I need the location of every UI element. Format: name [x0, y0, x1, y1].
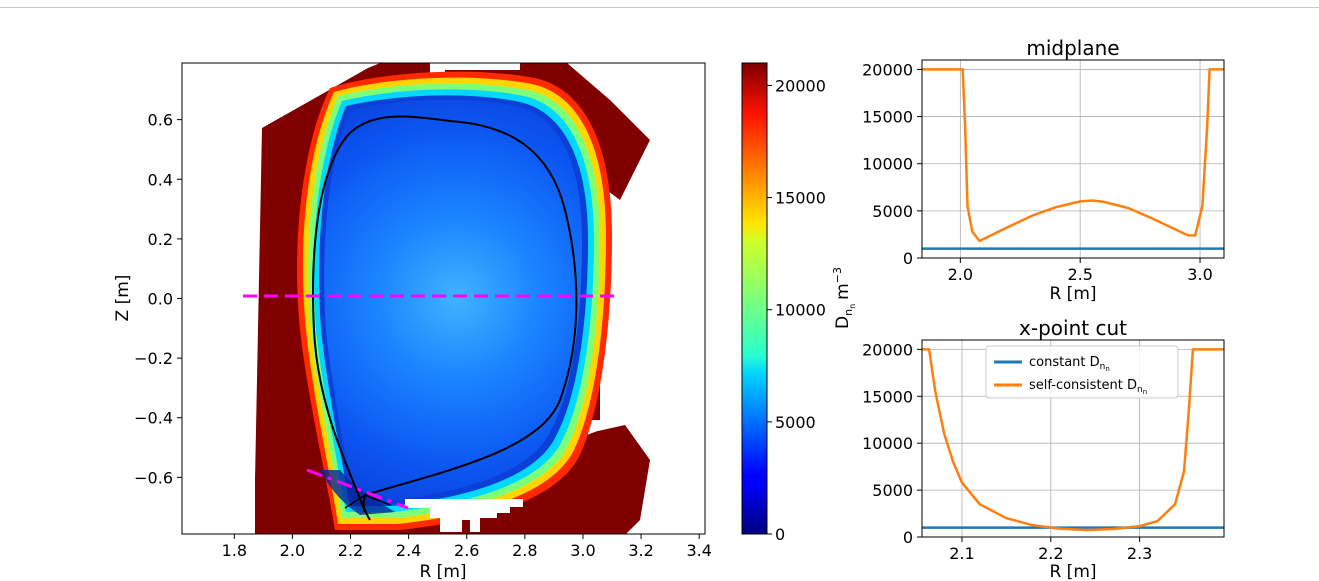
divertor-structure: [405, 499, 523, 532]
midplane-series-orange-line: [922, 68, 1224, 243]
midplane-panel: midplane 2.0 2.5 3.0 0 5000 10000 15000 20000 R…: [862, 36, 1225, 304]
xpoint-y-tick-label: 20000: [862, 340, 913, 359]
midplane-x-label: R [m]: [1049, 284, 1096, 304]
xpoint-axes-frame: [921, 339, 1225, 538]
colorbar-tick-label: 5000: [775, 413, 816, 432]
heatmap-x-label: R [m]: [419, 562, 466, 581]
xpoint-panel: x-point cut 2.1 2.2 2.3 0 5000 10000 15000 2000…: [862, 316, 1225, 581]
separatrix-line: [312, 115, 578, 521]
heatmap-x-tick-label: 3.0: [570, 541, 595, 560]
heatmap-y-tick-label: 0.0: [148, 290, 173, 309]
xpoint-x-tick-label: 2.2: [1038, 544, 1063, 563]
midplane-y-tick-label: 10000: [862, 155, 913, 174]
xpoint-y-tick-label: 15000: [862, 387, 913, 406]
legend-label-constant-subsub: n: [1105, 365, 1109, 373]
colorbar-label-exp: −3: [831, 267, 844, 283]
colorbar-label-subsub: n: [848, 304, 857, 309]
midplane-x-tick-label: 3.0: [1187, 265, 1212, 284]
midplane-axes-frame: [921, 59, 1225, 259]
colorbar-label: Dnnm−3: [831, 267, 857, 329]
colorbar-tick-label: 15000: [775, 189, 826, 208]
wall-gap-top: [430, 63, 520, 75]
midplane-y-tick-label: 20000: [862, 60, 913, 79]
xpoint-title: x-point cut: [1019, 316, 1127, 340]
legend-label-selfconsistent-main: self-consistent D: [1029, 378, 1137, 393]
xpoint-y-tick-label: 10000: [862, 434, 913, 453]
colorbar-label-sub: n: [842, 309, 855, 316]
heatmap-x-tick-label: 3.2: [628, 541, 653, 560]
legend-label-constant-sub: n: [1100, 362, 1106, 372]
heatmap-y-tick-label: 0.4: [148, 170, 173, 189]
heatmap-x-tick-label: 3.4: [686, 541, 711, 560]
top-divider: [0, 7, 1319, 8]
xpoint-x-tick-label: 2.3: [1127, 544, 1152, 563]
midplane-y-tick-label: 5000: [872, 202, 913, 221]
separatrix-leg: [344, 494, 391, 509]
xpoint-cut-line: [306, 468, 409, 510]
legend-label-selfconsistent: self-consistent Dnn: [1029, 378, 1147, 396]
heatmap-y-tick-label: 0.2: [148, 230, 173, 249]
colorbar-gradient: [741, 62, 768, 535]
heatmap-x-tick-label: 2.4: [396, 541, 421, 560]
heatmap-y-label: Z [m]: [113, 275, 133, 322]
legend-label-selfconsistent-subsub: n: [1143, 388, 1147, 396]
midplane-ticks: 2.0 2.5 3.0 0 5000 10000 15000 20000: [862, 60, 1213, 284]
xpoint-series-orange-line: [922, 348, 1224, 532]
legend-label-constant: constant Dnn: [1029, 355, 1110, 373]
xpoint-series: [922, 348, 1224, 532]
heatmap-x-tick-label: 1.8: [222, 541, 247, 560]
colorbar-label-unit: m: [833, 283, 853, 300]
heatmap-y-tick-label: −0.6: [134, 468, 173, 487]
xpoint-x-tick-label: 2.1: [949, 544, 974, 563]
heatmap-x-tick-label: 2.2: [338, 541, 363, 560]
heatmap-y-tick-label: −0.4: [134, 409, 173, 428]
midplane-x-tick-label: 2.5: [1067, 265, 1092, 284]
legend-label-selfconsistent-sub: n: [1137, 385, 1143, 395]
heatmap-y-ticks: 0.6 0.4 0.2 0.0 −0.2 −0.4 −0.6: [134, 111, 182, 487]
xpoint-y-tick-label: 5000: [872, 481, 913, 500]
legend-label-constant-main: constant D: [1029, 355, 1100, 370]
midplane-y-tick-label: 15000: [862, 108, 913, 127]
xpoint-x-label: R [m]: [1049, 562, 1096, 581]
midplane-title: midplane: [1026, 36, 1119, 60]
heatmap-x-tick-label: 2.0: [280, 541, 305, 560]
xpoint-legend: constant Dnn self-consistent Dnn: [985, 345, 1179, 399]
xpoint-ticks: 2.1 2.2 2.3 0 5000 10000 15000 20000: [862, 340, 1152, 563]
heatmap-y-tick-label: −0.2: [134, 349, 173, 368]
heatmap-x-tick-label: 2.6: [454, 541, 479, 560]
midplane-series: [922, 68, 1224, 250]
xpoint-y-tick-label: 0: [903, 528, 913, 547]
colorbar-tick-label: 20000: [775, 76, 826, 95]
heatmap-x-tick-label: 2.8: [512, 541, 537, 560]
midplane-x-tick-label: 2.0: [948, 265, 973, 284]
colorbar-label-main: D: [833, 316, 853, 329]
legend-box: [985, 345, 1179, 399]
heatmap-x-ticks: 1.8 2.0 2.2 2.4 2.6 2.8 3.0 3.2 3.4: [222, 534, 712, 560]
heatmap-panel: 1.8 2.0 2.2 2.4 2.6 2.8 3.0 3.2 3.4 0.6 0.4 0.2 0.0…: [113, 62, 712, 581]
colorbar-tick-label: 10000: [775, 301, 826, 320]
colorbar-tick-label: 0: [775, 525, 785, 544]
midplane-y-tick-label: 0: [903, 249, 913, 268]
lower-left-blank: [182, 470, 255, 534]
colorbar-ticks: 0 5000 10000 15000 20000: [767, 76, 826, 544]
core-region: [324, 99, 582, 501]
heatmap-y-tick-label: 0.6: [148, 111, 173, 130]
